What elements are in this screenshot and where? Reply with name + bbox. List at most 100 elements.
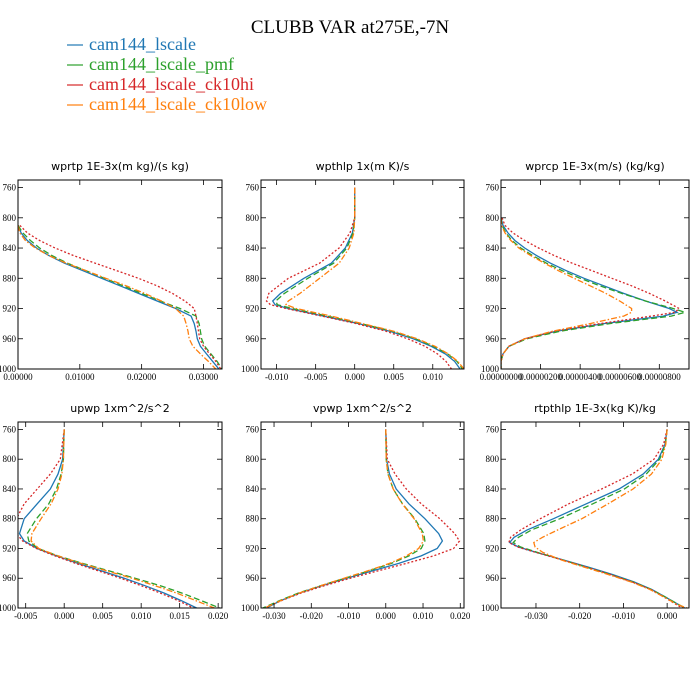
series-line-4 bbox=[264, 429, 425, 608]
panel-2: wpthlp 1x(m K)/s 760 800 840 880 920 960 1000 -0… bbox=[241, 160, 465, 382]
panel-6: rtpthlp 1E-3x(kg K)/kg 760 800 840 880 920 960… bbox=[481, 402, 690, 621]
panel-3: wprcp 1E-3x(m/s) (kg/kg) 760 800 840 880 920 9… bbox=[480, 160, 690, 382]
y-tick-label: 960 bbox=[486, 334, 500, 344]
series-line-3 bbox=[508, 429, 683, 608]
y-tick-label: 840 bbox=[486, 484, 500, 494]
x-tick-label: 0.00000800 bbox=[638, 372, 681, 382]
series-line-3 bbox=[264, 429, 461, 608]
x-tick-label: 0.00000 bbox=[3, 372, 33, 382]
x-tick-label: 0.010 bbox=[131, 611, 152, 621]
x-tick-label: 0.000 bbox=[54, 611, 75, 621]
y-tick-label: 840 bbox=[246, 484, 260, 494]
x-tick-label: 0.00000200 bbox=[519, 372, 562, 382]
panel-title: upwp 1xm^2/s^2 bbox=[70, 402, 170, 415]
y-tick-label: 1000 bbox=[481, 603, 500, 613]
x-tick-label: 0.010 bbox=[413, 611, 434, 621]
series-line-2 bbox=[26, 429, 220, 608]
x-tick-label: 0.00000400 bbox=[559, 372, 602, 382]
y-tick-label: 800 bbox=[246, 454, 260, 464]
y-tick-label: 960 bbox=[246, 334, 260, 344]
x-tick-label: 0.00000000 bbox=[480, 372, 523, 382]
x-tick-label: -0.005 bbox=[304, 372, 328, 382]
x-tick-label: -0.020 bbox=[300, 611, 324, 621]
series-line-4 bbox=[501, 217, 633, 369]
panel-5: vpwp 1xm^2/s^27608008408809209601000-0.0… bbox=[241, 402, 471, 621]
plot-frame bbox=[500, 421, 690, 609]
y-tick-label: 920 bbox=[246, 543, 260, 553]
y-tick-label: 920 bbox=[3, 543, 17, 553]
x-tick-label: -0.030 bbox=[262, 611, 286, 621]
panel-title: vpwp 1xm^2/s^2 bbox=[313, 402, 412, 415]
legend: cam144_lscalecam144_lscale_pmfcam144_lsc… bbox=[67, 34, 267, 114]
plot-frame bbox=[17, 179, 223, 370]
series-group bbox=[18, 224, 222, 369]
legend-entry: cam144_lscale_ck10low bbox=[67, 94, 267, 114]
y-tick-label: 760 bbox=[486, 424, 500, 434]
y-tick-label: 1000 bbox=[0, 364, 17, 374]
y-tick-label: 840 bbox=[3, 484, 17, 494]
x-tick-label: 0.03000 bbox=[189, 372, 219, 382]
y-tick-label: 840 bbox=[3, 243, 17, 253]
x-tick-label: 0.020 bbox=[450, 611, 471, 621]
panel-4: upwp 1xm^2/s^2 760 800 840 880 920 960 1000-0.0… bbox=[0, 402, 229, 621]
series-group bbox=[501, 217, 688, 369]
series-line-3 bbox=[18, 429, 194, 608]
y-tick-label: 760 bbox=[246, 183, 260, 193]
panel-title: wprtp 1E-3x(m kg)/(s kg) bbox=[51, 160, 189, 173]
legend-label: cam144_lscale_ck10low bbox=[89, 94, 267, 114]
x-tick-label: 0.005 bbox=[384, 372, 405, 382]
series-group bbox=[265, 187, 464, 369]
x-tick-label: 0.02000 bbox=[127, 372, 157, 382]
y-tick-label: 840 bbox=[246, 243, 260, 253]
panel-title: wpthlp 1x(m K)/s bbox=[316, 160, 410, 173]
y-tick-label: 1000 bbox=[241, 603, 260, 613]
x-tick-label: -0.030 bbox=[524, 611, 548, 621]
series-line-4 bbox=[533, 429, 688, 608]
plot-frame bbox=[500, 179, 690, 370]
y-tick-label: 1000 bbox=[241, 364, 260, 374]
y-tick-label: 920 bbox=[3, 304, 17, 314]
panels: wprtp 1E-3x(m kg)/(s kg) 760 800 840 880 920 9… bbox=[0, 160, 690, 621]
y-tick-label: 960 bbox=[246, 573, 260, 583]
y-tick-label: 760 bbox=[3, 183, 17, 193]
series-line-4 bbox=[30, 429, 215, 608]
y-tick-label: 960 bbox=[486, 573, 500, 583]
series-line-4 bbox=[18, 225, 217, 369]
x-tick-label: -0.020 bbox=[568, 611, 592, 621]
series-line-3 bbox=[265, 187, 453, 369]
y-tick-label: 800 bbox=[486, 454, 500, 464]
figure-title: CLUBB VAR at275E,-7N bbox=[251, 17, 450, 38]
panel-title: wprcp 1E-3x(m/s) (kg/kg) bbox=[525, 160, 664, 173]
plot-frame bbox=[260, 421, 465, 609]
y-tick-label: 920 bbox=[486, 304, 500, 314]
y-tick-label: 840 bbox=[486, 243, 500, 253]
series-line-3 bbox=[19, 224, 222, 369]
y-tick-label: 880 bbox=[3, 514, 17, 524]
series-line-4 bbox=[285, 187, 464, 369]
legend-entry: cam144_lscale bbox=[67, 34, 196, 54]
panel-title: rtpthlp 1E-3x(kg K)/kg bbox=[534, 402, 656, 415]
y-tick-label: 800 bbox=[486, 213, 500, 223]
y-tick-label: 880 bbox=[3, 273, 17, 283]
y-tick-label: 1000 bbox=[481, 364, 500, 374]
plot-frame bbox=[260, 179, 465, 370]
x-tick-label: 0.000 bbox=[657, 611, 678, 621]
y-tick-label: 880 bbox=[246, 514, 260, 524]
y-tick-label: 880 bbox=[486, 514, 500, 524]
legend-label: cam144_lscale_ck10hi bbox=[89, 74, 254, 94]
series-line-1 bbox=[271, 187, 461, 369]
panel-1: wprtp 1E-3x(m kg)/(s kg) 760 800 840 880 920 9… bbox=[0, 160, 223, 382]
series-group bbox=[18, 429, 220, 608]
y-tick-label: 800 bbox=[3, 454, 17, 464]
y-tick-label: 760 bbox=[3, 424, 17, 434]
legend-entry: cam144_lscale_pmf bbox=[67, 54, 234, 74]
y-tick-label: 760 bbox=[486, 183, 500, 193]
x-tick-label: 0.000 bbox=[345, 372, 366, 382]
x-tick-label: 0.015 bbox=[170, 611, 191, 621]
y-tick-label: 920 bbox=[246, 304, 260, 314]
x-tick-label: -0.005 bbox=[14, 611, 38, 621]
series-line-1 bbox=[18, 225, 220, 369]
y-tick-label: 880 bbox=[486, 273, 500, 283]
x-tick-label: 0.01000 bbox=[65, 372, 95, 382]
